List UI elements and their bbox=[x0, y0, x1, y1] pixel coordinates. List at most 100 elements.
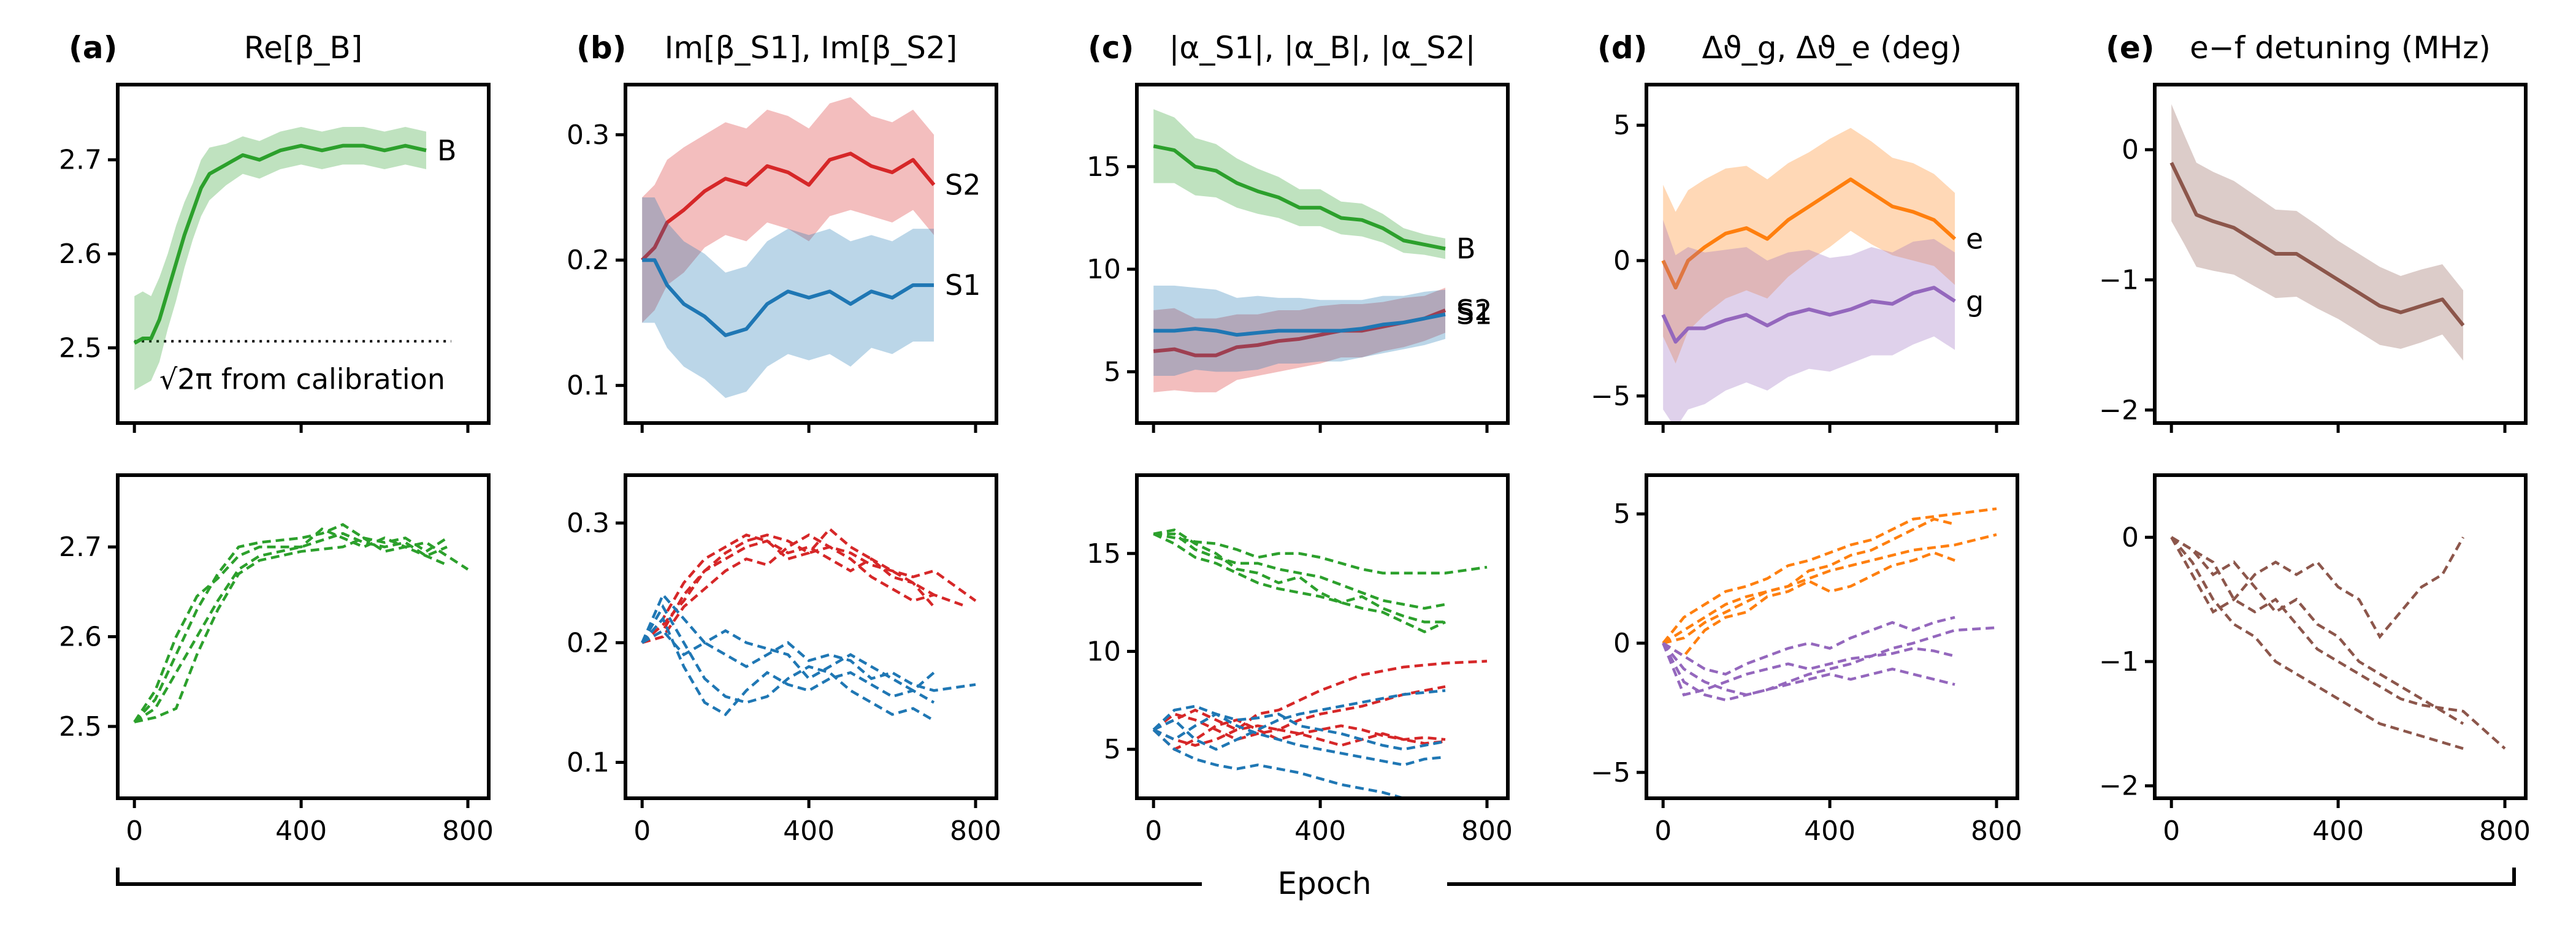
axes-b-bottom: 0.1 0.2 0.3 0 400 800 bbox=[567, 473, 1001, 847]
mean-line-d-0 bbox=[1661, 177, 1957, 290]
xtick-label-d-1: 400 bbox=[1804, 815, 1856, 847]
axes-frame-e-top bbox=[2153, 83, 2528, 425]
plot-area-c-top bbox=[1153, 109, 1447, 392]
plot-area-a-top bbox=[133, 127, 451, 391]
run-line-e-2 bbox=[2170, 536, 2464, 639]
ytick-label-e-top-0: −2 bbox=[2099, 395, 2139, 426]
panel-title-c: |α_S1|, |α_B|, |α_S2| bbox=[1169, 30, 1476, 66]
xtick-label-c-2: 800 bbox=[1461, 815, 1513, 847]
mean-line-c-0 bbox=[1153, 144, 1446, 251]
ytick-label-e-bottom-2: 0 bbox=[2122, 522, 2139, 553]
panel-letter-e: (e) bbox=[2106, 30, 2155, 66]
xtick-label-a-0: 0 bbox=[126, 815, 143, 847]
run-line-d-6 bbox=[1662, 616, 1955, 676]
plot-area-d-bottom bbox=[1662, 507, 1997, 702]
panel-title-d: Δϑ_g, Δϑ_e (deg) bbox=[1702, 30, 1962, 66]
ytick-label-a-top-1: 2.6 bbox=[59, 238, 102, 270]
panel-d: (d) Δϑ_g, Δϑ_e (deg) eg −5 0 5 −5 0 5 0 400 800 bbox=[1591, 30, 2022, 847]
axes-e-top: −2 −1 0 bbox=[2099, 83, 2528, 433]
ytick-label-c-top-2: 15 bbox=[1087, 151, 1121, 183]
run-line-c-7 bbox=[1152, 718, 1446, 751]
run-line-a-1 bbox=[133, 532, 448, 723]
series-label-c-1: S2 bbox=[1456, 294, 1492, 327]
panel-b: (b) Im[β_S1], Im[β_S2] S2 S1 0.1 0.2 0.3 0.1 0.2… bbox=[567, 30, 1001, 847]
axes-frame-e-bottom bbox=[2153, 473, 2528, 800]
axes-frame-c-top bbox=[1135, 83, 1510, 425]
series-label-d-0: e bbox=[1966, 223, 1983, 256]
epoch-bracket: Epoch bbox=[116, 864, 2516, 907]
run-line-d-5 bbox=[1662, 642, 1955, 702]
panels-root: (a) Re[β_B] B 2.5 2.6 2.7 √2π from calibration… bbox=[59, 30, 2531, 847]
run-line-a-2 bbox=[133, 527, 469, 723]
xtick-label-b-2: 800 bbox=[950, 815, 1001, 847]
axes-c-bottom: 5 10 15 0 400 800 bbox=[1087, 473, 1513, 847]
run-line-e-0 bbox=[2170, 536, 2464, 750]
panel-title-e: e−f detuning (MHz) bbox=[2190, 30, 2491, 66]
xtick-label-e-1: 400 bbox=[2312, 815, 2364, 847]
band-a-0 bbox=[134, 127, 427, 391]
series-label-b-0: S2 bbox=[945, 169, 980, 202]
axes-frame-c-bottom bbox=[1135, 473, 1510, 800]
plot-area-e-bottom bbox=[2170, 536, 2506, 750]
ytick-label-d-bottom-2: 5 bbox=[1613, 498, 1630, 530]
plot-area-a-bottom bbox=[133, 522, 469, 723]
run-line-d-0 bbox=[1662, 507, 1997, 644]
run-line-b-6 bbox=[641, 628, 976, 692]
axes-a-top: B 2.5 2.6 2.7 √2π from calibration bbox=[59, 83, 491, 433]
run-line-c-9 bbox=[1152, 728, 1414, 798]
ytick-label-d-top-1: 0 bbox=[1613, 245, 1630, 277]
xtick-label-e-2: 800 bbox=[2479, 815, 2531, 847]
band-d-1 bbox=[1663, 219, 1955, 423]
axes-frame-b-bottom bbox=[624, 473, 998, 800]
run-line-c-4 bbox=[1153, 660, 1488, 731]
series-label-d-1: g bbox=[1966, 284, 1984, 318]
mean-line-b-0 bbox=[641, 151, 936, 262]
ytick-label-b-top-2: 0.3 bbox=[567, 120, 610, 151]
xtick-label-c-1: 400 bbox=[1294, 815, 1346, 847]
ytick-label-a-top-0: 2.5 bbox=[59, 332, 102, 364]
axes-d-bottom: −5 0 5 0 400 800 bbox=[1591, 473, 2022, 847]
ytick-label-d-bottom-1: 0 bbox=[1613, 628, 1630, 659]
series-label-c-0: B bbox=[1456, 232, 1476, 265]
axes-frame-b-top bbox=[624, 83, 998, 425]
ytick-label-b-bottom-2: 0.3 bbox=[567, 508, 610, 539]
band-b-1 bbox=[642, 197, 934, 399]
panel-a: (a) Re[β_B] B 2.5 2.6 2.7 √2π from calibration… bbox=[59, 30, 494, 847]
plot-area-c-bottom bbox=[1152, 528, 1488, 798]
xtick-label-d-2: 800 bbox=[1971, 815, 2022, 847]
xtick-label-b-0: 0 bbox=[633, 815, 651, 847]
ytick-label-a-bottom-1: 2.6 bbox=[59, 622, 102, 653]
ytick-label-c-bottom-2: 15 bbox=[1087, 538, 1121, 570]
run-line-d-3 bbox=[1662, 517, 1955, 645]
mean-line-d-1 bbox=[1661, 286, 1956, 344]
panel-title-a: Re[β_B] bbox=[244, 30, 362, 66]
xtick-label-b-1: 400 bbox=[783, 815, 835, 847]
run-line-c-10 bbox=[1152, 704, 1446, 751]
axes-a-bottom: 2.5 2.6 2.7 0 400 800 bbox=[59, 473, 494, 847]
ytick-label-d-top-2: 5 bbox=[1613, 110, 1630, 141]
run-line-b-1 bbox=[641, 527, 935, 644]
run-line-c-0 bbox=[1153, 528, 1446, 624]
run-line-c-3 bbox=[1153, 532, 1446, 610]
plot-area-e-top bbox=[2169, 104, 2465, 361]
run-line-b-7 bbox=[641, 592, 935, 693]
xtick-label-a-1: 400 bbox=[275, 815, 327, 847]
run-line-c-8 bbox=[1153, 689, 1446, 751]
run-line-b-0 bbox=[641, 539, 935, 644]
ytick-label-e-top-1: −1 bbox=[2099, 264, 2139, 296]
calibration-annotation: √2π from calibration bbox=[159, 363, 445, 396]
mean-line-c-2 bbox=[1153, 312, 1446, 337]
run-line-e-3 bbox=[2171, 536, 2506, 750]
run-line-a-0 bbox=[133, 522, 448, 723]
run-line-d-7 bbox=[1662, 643, 1955, 697]
ytick-label-a-top-2: 2.7 bbox=[59, 145, 102, 176]
ytick-label-e-bottom-0: −2 bbox=[2099, 771, 2139, 802]
run-line-b-2 bbox=[641, 533, 968, 644]
xtick-label-d-0: 0 bbox=[1654, 815, 1672, 847]
ytick-label-d-top-0: −5 bbox=[1591, 381, 1630, 412]
band-b-0 bbox=[642, 97, 934, 323]
ytick-label-e-top-2: 0 bbox=[2122, 134, 2139, 166]
